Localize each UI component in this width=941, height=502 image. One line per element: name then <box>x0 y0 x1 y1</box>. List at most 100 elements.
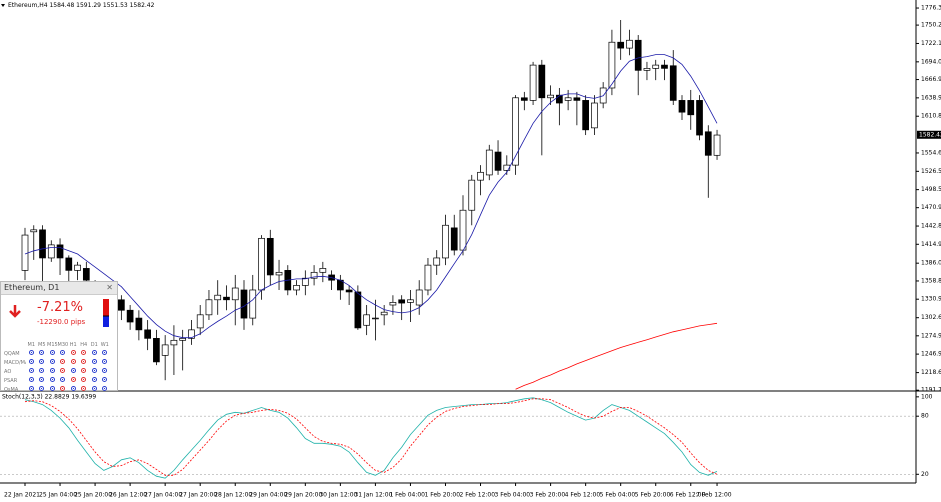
y-tick-label: 1722.10 <box>921 40 941 47</box>
candle-body <box>301 277 309 286</box>
candle-body <box>591 102 598 129</box>
grid-header: M1 M5 M15 M30 H1 H4 D1 W1 <box>4 340 116 349</box>
candle-body <box>450 227 458 251</box>
candle-body <box>477 171 484 181</box>
candle-body <box>494 151 502 171</box>
candle-body <box>153 338 160 363</box>
x-tick-label: 31 Jan 12:00 <box>354 492 392 499</box>
signal-dot <box>81 368 87 373</box>
candle-body <box>135 317 143 331</box>
moving-average <box>24 54 718 339</box>
candle-body <box>582 100 589 131</box>
x-tick-label: 3 Feb 04:00 <box>495 492 531 499</box>
y-tick-label: 1330.90 <box>921 296 941 303</box>
signal-cell <box>58 377 69 384</box>
candle-body <box>661 64 668 69</box>
signal-cell <box>37 359 48 366</box>
signal-cell <box>89 359 100 366</box>
signal-cell <box>100 377 111 384</box>
candle-body <box>56 244 64 259</box>
y-tick-label: 1191.70 <box>921 387 941 394</box>
y-tick-label: 80 <box>921 413 929 420</box>
candle-body <box>179 338 187 341</box>
signal-cell <box>26 377 37 384</box>
signal-dot <box>81 377 87 382</box>
signal-dot <box>102 368 108 373</box>
candle-body <box>617 41 625 49</box>
y-tick-label: 1666.90 <box>921 76 941 83</box>
signal-cell <box>58 359 69 366</box>
signal-dot <box>60 386 66 391</box>
x-tick-label: 29 Jan 20:00 <box>284 492 322 499</box>
signal-cell <box>89 368 100 375</box>
y-tick-label: 1638.90 <box>921 94 941 101</box>
signal-dot <box>39 350 45 355</box>
signal-cell <box>68 377 79 384</box>
candle-body <box>275 271 283 276</box>
last-price-box <box>917 130 941 139</box>
row-label: OsMA <box>4 386 19 393</box>
x-tick-label: 27 Jan 20:00 <box>179 492 217 499</box>
x-tick-label: 5 Feb 04:00 <box>600 492 636 499</box>
column-label: W1 <box>100 341 109 348</box>
x-tick-label: 30 Jan 12:00 <box>319 492 357 499</box>
row-label: AO <box>4 368 12 375</box>
x-tick-label: 22 Jan 2021 <box>4 492 40 499</box>
signal-cell <box>100 386 111 393</box>
candle-body <box>82 268 90 281</box>
signal-dot <box>70 386 76 391</box>
signal-dot <box>81 386 87 391</box>
signal-dot <box>60 377 66 382</box>
x-tick-label: 2 Feb 12:00 <box>460 492 496 499</box>
candle-body <box>669 65 677 101</box>
x-tick-label: 29 Jan 04:00 <box>249 492 287 499</box>
moving-average <box>515 322 718 390</box>
candle-body <box>407 299 414 303</box>
signal-dot <box>70 350 76 355</box>
signal-dot <box>28 350 34 355</box>
candle-body <box>161 344 169 356</box>
signal-dot <box>91 368 97 373</box>
close-button[interactable]: ✕ <box>106 283 113 292</box>
candle-body <box>520 97 528 101</box>
y-tick-label: 1442.80 <box>921 223 941 230</box>
candle-body <box>704 131 712 156</box>
signal-cell <box>79 359 90 366</box>
candle-body <box>713 134 721 156</box>
signal-dot <box>102 377 108 382</box>
signal-dot <box>91 377 97 382</box>
candle-body <box>144 329 151 339</box>
candle-body <box>214 294 222 301</box>
y-tick-label: 20 <box>921 471 929 478</box>
down-arrow <box>9 305 21 318</box>
candle-body <box>188 329 195 339</box>
signal-cell <box>68 350 79 357</box>
candle-body <box>459 209 467 251</box>
signal-cell <box>37 350 48 357</box>
signal-dot <box>28 377 34 382</box>
signal-dot <box>91 386 97 391</box>
candle-body <box>39 229 46 259</box>
signal-cell <box>68 359 79 366</box>
candle-body <box>74 264 81 271</box>
candle-body <box>538 64 546 99</box>
signal-cell <box>58 350 69 357</box>
signal-cell <box>100 359 111 366</box>
signal-cell <box>47 359 58 366</box>
candle-body <box>293 285 300 291</box>
x-tick-label: 1 Feb 04:00 <box>389 492 425 499</box>
signal-dot <box>28 368 34 373</box>
signal-dot <box>60 368 66 373</box>
column-label: H1 <box>69 341 77 348</box>
candle-body <box>433 257 441 266</box>
y-tick-label: 1498.50 <box>921 186 941 193</box>
candle-body <box>485 149 493 176</box>
signal-dot <box>70 377 76 382</box>
signal-dot <box>39 368 45 373</box>
signal-dot <box>102 386 108 391</box>
y-tick-label: 1358.80 <box>921 277 941 284</box>
y-tick-label: 1218.60 <box>921 369 941 376</box>
candle-body <box>319 268 327 273</box>
candle-body <box>231 287 239 301</box>
